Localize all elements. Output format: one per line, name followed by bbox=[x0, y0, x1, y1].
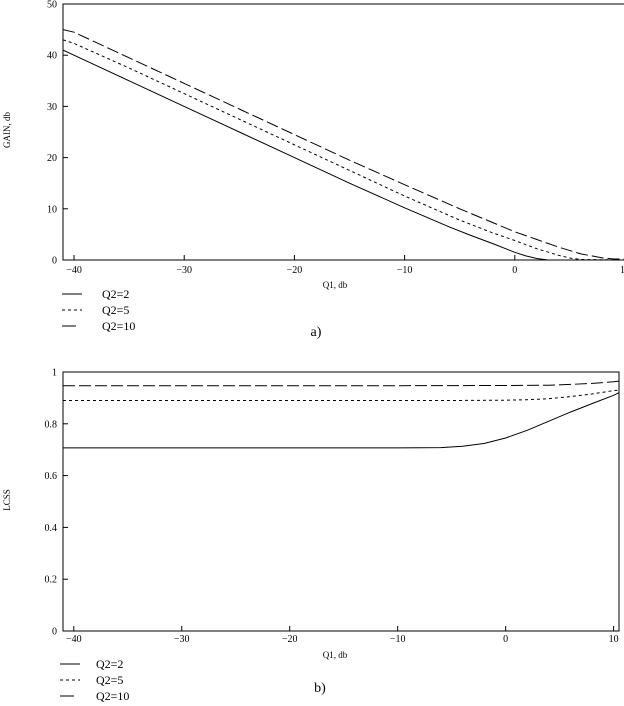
y-tick-label: 1 bbox=[52, 368, 57, 379]
legend: Q2=2 Q2=5 Q2=10 bbox=[62, 287, 135, 333]
x-tick-label: 10 bbox=[609, 634, 619, 645]
x-tick-label: −10 bbox=[390, 634, 406, 645]
legend-entry: Q2=2 bbox=[102, 287, 129, 301]
series-line-q2-2 bbox=[63, 49, 624, 260]
y-axis-label: LCSS bbox=[2, 489, 12, 511]
legend-entry: Q2=10 bbox=[102, 319, 135, 333]
y-tick-label: 0 bbox=[52, 256, 57, 267]
x-tick-label: 0 bbox=[503, 634, 508, 645]
y-tick-label: 20 bbox=[47, 153, 57, 164]
y-tick-label: 40 bbox=[47, 51, 57, 62]
chart-panel-gain: 0 10 20 30 40 50 −40 −30 −20 −10 0 10 Q1, db GAIN, db… bbox=[2, 0, 624, 340]
y-tick-label: 10 bbox=[47, 204, 57, 215]
x-tick-label: −10 bbox=[397, 265, 413, 276]
x-tick-label: −20 bbox=[282, 634, 298, 645]
x-tick-label: −20 bbox=[287, 265, 303, 276]
series-line-q2-5 bbox=[63, 389, 619, 401]
y-tick-label: 0.4 bbox=[45, 523, 58, 534]
y-tick-label: 50 bbox=[47, 0, 57, 11]
y-tick-label: 0.2 bbox=[45, 575, 58, 586]
legend-entry: Q2=10 bbox=[96, 689, 129, 703]
panel-label: a) bbox=[311, 325, 322, 340]
legend: Q2=2 Q2=5 Q2=10 bbox=[60, 657, 129, 703]
x-axis-label: Q1, db bbox=[323, 280, 348, 290]
x-tick-label: −30 bbox=[176, 265, 192, 276]
y-tick-label: 0.6 bbox=[45, 471, 58, 482]
chart-panel-lcss: 0 0.2 0.4 0.6 0.8 1 −40 −30 −20 −10 0 10 Q1, db LCSS Q… bbox=[2, 368, 620, 703]
x-tick-label: 0 bbox=[512, 265, 517, 276]
x-tick-label: −30 bbox=[174, 634, 190, 645]
legend-entry: Q2=5 bbox=[102, 303, 129, 317]
x-tick-label: −40 bbox=[66, 634, 82, 645]
panel-label: b) bbox=[314, 681, 326, 696]
plot-frame bbox=[62, 3, 624, 261]
x-tick-label: 10 bbox=[620, 265, 624, 276]
series-line-q2-2 bbox=[63, 392, 619, 449]
series-line-q2-10 bbox=[63, 29, 624, 260]
legend-entry: Q2=5 bbox=[96, 673, 123, 687]
series-line-q2-5 bbox=[63, 39, 624, 260]
y-tick-label: 0 bbox=[52, 627, 57, 638]
y-tick-label: 30 bbox=[47, 102, 57, 113]
x-axis-label: Q1, db bbox=[323, 650, 348, 660]
legend-entry: Q2=2 bbox=[96, 657, 123, 671]
y-axis-label: GAIN, db bbox=[2, 112, 12, 148]
x-tick-label: −40 bbox=[66, 265, 82, 276]
y-tick-label: 0.8 bbox=[45, 419, 58, 430]
series-line-q2-10 bbox=[63, 380, 619, 387]
plot-frame bbox=[62, 371, 620, 632]
